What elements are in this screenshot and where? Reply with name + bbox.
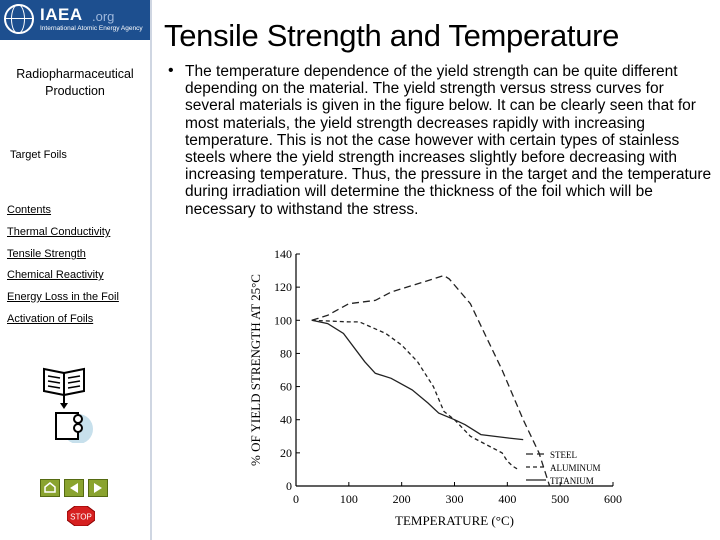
home-button[interactable] <box>40 479 60 497</box>
sidebar-divider <box>150 0 152 540</box>
y-tick-label: 60 <box>280 380 292 394</box>
x-tick-label: 500 <box>551 492 569 506</box>
subsection-title: Target Foils <box>10 149 67 161</box>
logo-name: IAEA <box>40 5 83 24</box>
logo-org: .org <box>92 9 115 24</box>
y-tick-label: 100 <box>274 313 292 327</box>
nav-link-contents[interactable]: Contents <box>7 204 52 216</box>
series-line-steel <box>311 274 551 487</box>
y-tick-label: 20 <box>280 446 292 460</box>
stop-label: STOP <box>70 513 92 522</box>
nav-link-thermal-conductivity[interactable]: Thermal Conductivity <box>7 226 111 238</box>
arrow-left-icon <box>70 483 78 493</box>
legend-label-aluminum: ALUMINUM <box>550 463 601 473</box>
slide-title: Tensile Strength and Temperature <box>164 18 620 53</box>
nav-link-tensile-strength[interactable]: Tensile Strength <box>7 248 86 260</box>
legend-label-steel: STEEL <box>550 450 577 460</box>
y-tick-label: 40 <box>280 413 292 427</box>
yield-strength-chart: 0 100 200 300 400 500 600 0 20 40 60 80 100 120 140 TEM… <box>248 247 622 528</box>
x-tick-label: 600 <box>604 492 622 506</box>
x-tick-label: 100 <box>340 492 358 506</box>
nav-link-energy-loss[interactable]: Energy Loss in the Foil <box>7 291 119 303</box>
home-icon <box>44 482 56 493</box>
slide-body-text: The temperature dependence of the yield … <box>185 63 712 218</box>
x-tick-label: 400 <box>498 492 516 506</box>
y-tick-label: 120 <box>274 280 292 294</box>
bullet-marker: • <box>168 62 174 79</box>
series-line-aluminum <box>311 319 519 470</box>
section-title: Radiopharmaceutical Production <box>16 67 134 98</box>
legend-label-titanium: TITANIUM <box>550 476 594 486</box>
x-tick-label: 300 <box>446 492 464 506</box>
y-axis-label: % OF YIELD STRENGTH AT 25°C <box>248 274 263 466</box>
stop-button[interactable]: STOP <box>67 506 95 526</box>
iaea-logo[interactable]: IAEA .org International Atomic Energy Ag… <box>0 0 150 40</box>
previous-button[interactable] <box>64 479 84 497</box>
nav-link-activation-of-foils[interactable]: Activation of Foils <box>7 313 94 325</box>
logo-subtitle: International Atomic Energy Agency <box>40 25 143 32</box>
y-tick-label: 0 <box>286 479 292 493</box>
series-line-titanium <box>311 319 524 441</box>
y-tick-label: 140 <box>274 247 292 261</box>
next-button[interactable] <box>88 479 108 497</box>
y-tick-label: 80 <box>280 346 292 360</box>
x-axis-label: TEMPERATURE (°C) <box>395 513 514 528</box>
x-tick-label: 200 <box>393 492 411 506</box>
slide-navigation <box>40 479 110 497</box>
nav-link-chemical-reactivity[interactable]: Chemical Reactivity <box>7 269 104 281</box>
globe-icon <box>4 4 34 34</box>
arrow-right-icon <box>94 483 102 493</box>
book-icon[interactable] <box>38 363 96 443</box>
x-tick-label: 0 <box>293 492 299 506</box>
sidebar: IAEA .org International Atomic Energy Ag… <box>0 0 150 540</box>
